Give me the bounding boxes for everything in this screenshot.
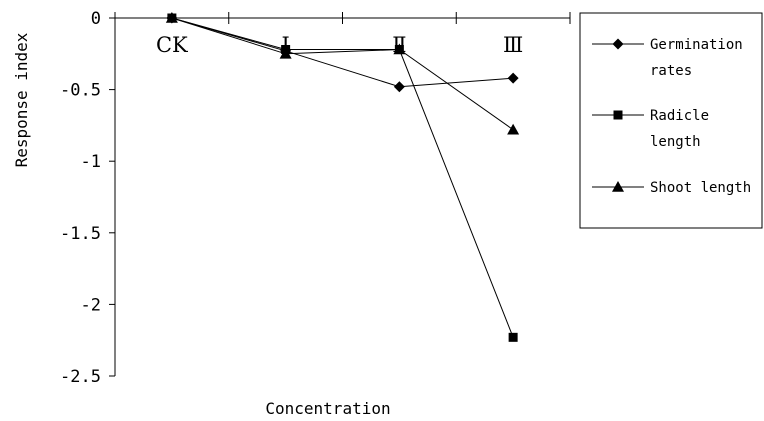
legend-marker [613, 110, 623, 120]
category-labels: CKⅠⅡⅢ [156, 33, 523, 57]
axes [109, 12, 571, 377]
category-label: Ⅰ [281, 33, 289, 57]
data-point [508, 332, 518, 342]
category-label: CK [156, 33, 188, 57]
y-tick-label: -2.5 [60, 367, 101, 387]
legend-label: Radicle [650, 108, 709, 124]
y-tick-label: -1 [81, 152, 101, 172]
category-label: Ⅲ [503, 33, 523, 57]
series-line [171, 17, 514, 131]
data-point [165, 12, 178, 23]
y-tick-label: 0 [91, 9, 101, 29]
legend-label: length [650, 134, 701, 150]
legend-label: rates [650, 63, 692, 79]
series-line [171, 17, 514, 88]
legend-label: Germination [650, 37, 743, 53]
series-line [171, 17, 514, 338]
y-tick-labels: 0 -0.5 -1 -1.5 -2 -2.5 [60, 9, 101, 387]
series-lines [171, 17, 514, 338]
y-tick-label: -1.5 [60, 224, 101, 244]
legend-box [579, 12, 763, 229]
data-point [393, 81, 405, 93]
series-markers [165, 12, 520, 342]
y-axis-title: Response index [12, 32, 31, 167]
data-point [393, 43, 406, 55]
y-tick-label: -2 [81, 295, 101, 315]
legend: Germination rates Radicle length Shoot lengt… [579, 12, 763, 229]
y-tick-label: -0.5 [60, 81, 101, 101]
data-point [279, 47, 292, 59]
legend-marker [612, 38, 624, 50]
data-point [507, 123, 520, 135]
x-axis-title: Concentration [265, 399, 390, 418]
legend-label: Shoot length [650, 180, 751, 196]
legend-marker [612, 181, 624, 192]
data-point [507, 72, 519, 84]
